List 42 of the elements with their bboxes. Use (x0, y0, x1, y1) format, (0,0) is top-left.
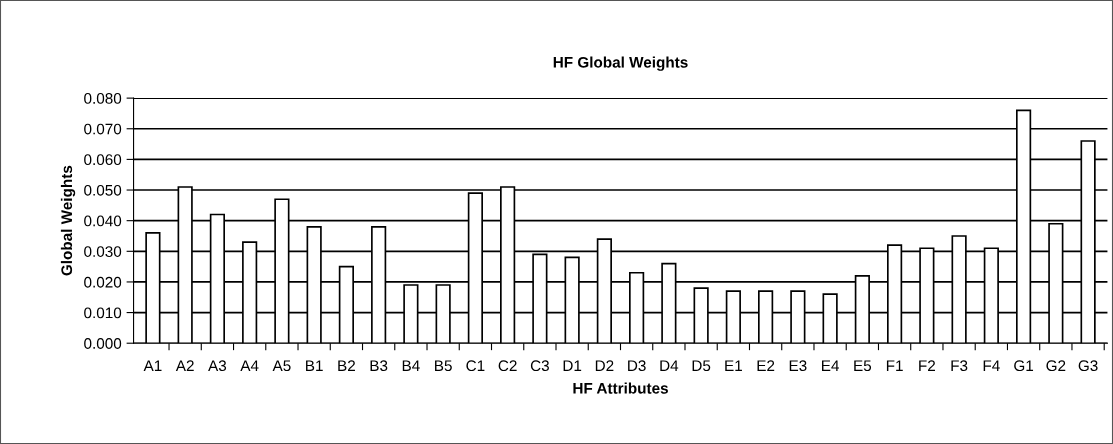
x-tick-label: G2 (1046, 360, 1066, 372)
x-tick-label: D4 (660, 360, 679, 371)
x-tick-label: B3 (370, 360, 388, 372)
x-tick-label: E3 (789, 360, 807, 372)
x-tick-label: F1 (886, 360, 903, 371)
x-tick-label: A4 (240, 360, 259, 371)
x-tick-label: C1 (466, 360, 485, 372)
x-tick-label: D1 (563, 360, 582, 371)
x-tick-label: A3 (208, 360, 227, 372)
x-tick-label: A1 (143, 360, 162, 371)
x-tick-label: B4 (402, 360, 420, 371)
x-axis-title: HF Attributes (573, 382, 668, 394)
x-tick-label: B1 (306, 360, 323, 371)
y-axis-title: Global Weights (60, 165, 76, 276)
y-tick-label: 0.030 (84, 246, 122, 257)
y-tick-label: 0.000 (84, 338, 122, 349)
y-tick-label: 0.010 (84, 307, 122, 319)
x-tick-label: D2 (595, 360, 614, 371)
x-tick-label: C2 (498, 360, 517, 372)
y-tick-label: 0.050 (84, 184, 122, 196)
x-tick-label: B5 (435, 360, 452, 372)
y-tick-label: 0.070 (84, 123, 122, 135)
x-tick-label: E4 (822, 360, 839, 371)
x-tick-label: A2 (175, 360, 194, 371)
x-tick-label: A5 (272, 360, 291, 372)
x-tick-label: F2 (919, 360, 935, 371)
x-tick-label: D5 (692, 360, 711, 372)
x-tick-label: E1 (725, 360, 742, 371)
y-tick-label: 0.080 (84, 92, 122, 104)
x-tick-label: F4 (983, 360, 1000, 371)
x-tick-label: G1 (1014, 360, 1034, 372)
x-tick-label: F3 (951, 360, 968, 372)
x-tick-label: D3 (628, 360, 646, 372)
x-tick-label: G3 (1078, 360, 1098, 372)
y-tick-label: 0.040 (84, 215, 122, 227)
x-tick-label: B2 (338, 360, 355, 371)
y-tick-label: 0.020 (84, 276, 122, 288)
chart-title: HF Global Weights (553, 56, 688, 71)
x-tick-label: C3 (530, 360, 549, 372)
y-tick-label: 0.060 (84, 154, 122, 166)
x-tick-label: E2 (757, 360, 775, 371)
x-tick-label: E5 (854, 360, 872, 372)
